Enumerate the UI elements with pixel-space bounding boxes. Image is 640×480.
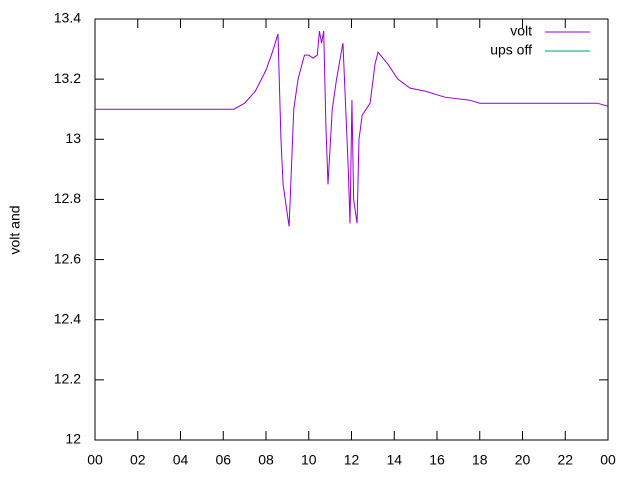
x-tick-label: 00 — [87, 452, 103, 468]
plot-frame — [94, 18, 609, 441]
y-axis-label: volt and — [7, 205, 23, 254]
y-tick-label: 12.2 — [54, 371, 81, 387]
x-tick-label: 22 — [557, 452, 573, 468]
legend-label: volt — [510, 23, 532, 39]
x-tick-label: 18 — [472, 452, 488, 468]
x-tick-label: 02 — [130, 452, 146, 468]
x-tick-label: 16 — [429, 452, 445, 468]
x-tick-label: 00 — [600, 452, 616, 468]
x-tick-label: 20 — [515, 452, 531, 468]
y-tick-label: 12.6 — [54, 250, 81, 266]
y-tick-label: 13.4 — [54, 10, 81, 26]
x-tick-label: 08 — [258, 452, 274, 468]
y-tick-label: 12.4 — [54, 310, 81, 326]
x-tick-label: 12 — [344, 452, 360, 468]
x-tick-label: 14 — [386, 452, 402, 468]
x-tick-label: 04 — [173, 452, 189, 468]
y-tick-label: 12.8 — [54, 190, 81, 206]
data-line — [95, 30, 609, 227]
legend-label: ups off — [490, 42, 532, 58]
x-tick-label: 06 — [215, 452, 231, 468]
y-tick-label: 13.2 — [54, 70, 81, 86]
x-tick-label: 10 — [301, 452, 317, 468]
y-tick-label: 13 — [65, 130, 81, 146]
y-tick-label: 12 — [65, 431, 81, 447]
